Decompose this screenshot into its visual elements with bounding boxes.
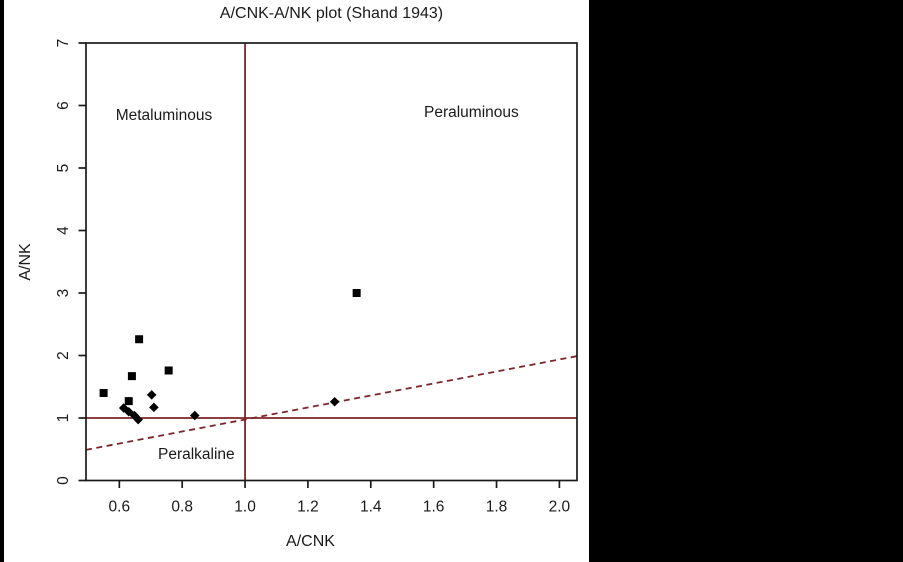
x-tick-label: 1.6: [423, 499, 445, 516]
data-point-diamond: [149, 402, 159, 413]
x-tick-label: 0.6: [109, 499, 131, 516]
data-point-diamond: [123, 406, 134, 417]
data-point-square: [352, 289, 361, 297]
chart-panel: A/CNK-A/NK plot (Shand 1943) 0.6 0.8 1.0 1.…: [17, 5, 578, 550]
y-tick-label: 1: [55, 414, 72, 423]
region-label-peraluminous: Peraluminous: [423, 104, 519, 121]
data-point-square: [135, 335, 144, 344]
data-point-square: [164, 366, 173, 375]
x-tick-label: 2.0: [549, 499, 571, 516]
data-point-diamond: [189, 410, 200, 421]
left-black-strip: [0, 0, 4, 562]
x-tick-label: 0.8: [171, 499, 193, 516]
plot-box: [85, 42, 578, 482]
y-tick-label: 6: [55, 101, 72, 110]
y-tick-label: 2: [55, 351, 72, 360]
data-point-diamond: [146, 390, 157, 400]
y-axis-label: A/NK: [17, 243, 34, 281]
region-label-peralkaline: Peralkaline: [157, 445, 235, 463]
region-label-metaluminous: Metaluminous: [115, 106, 213, 124]
y-tick-label: 5: [55, 164, 72, 173]
y-tick-label: 4: [55, 226, 72, 235]
y-tick-label: 3: [55, 289, 72, 298]
data-point-diamond: [329, 396, 340, 407]
data-point-square: [124, 397, 133, 406]
chart-title: A/CNK-A/NK plot (Shand 1943): [219, 5, 444, 22]
plot-svg: 0.6 0.8 1.0 1.2 1.4 1.6 1.8 2.0 0 1 2 3 4 5 6 7: [55, 39, 578, 516]
x-tick-label: 1.4: [360, 499, 382, 516]
x-axis-label: A/CNK: [286, 533, 335, 550]
right-black-panel: [589, 0, 903, 562]
x-tick-label: 1.0: [234, 499, 256, 516]
x-tick-label: 1.2: [297, 499, 319, 516]
y-tick-label: 0: [55, 476, 72, 485]
y-tick-label: 7: [55, 39, 72, 48]
data-point-square: [127, 372, 136, 381]
data-point-diamond: [133, 414, 143, 425]
x-tick-label: 1.8: [486, 499, 508, 516]
data-point-square: [99, 389, 108, 397]
